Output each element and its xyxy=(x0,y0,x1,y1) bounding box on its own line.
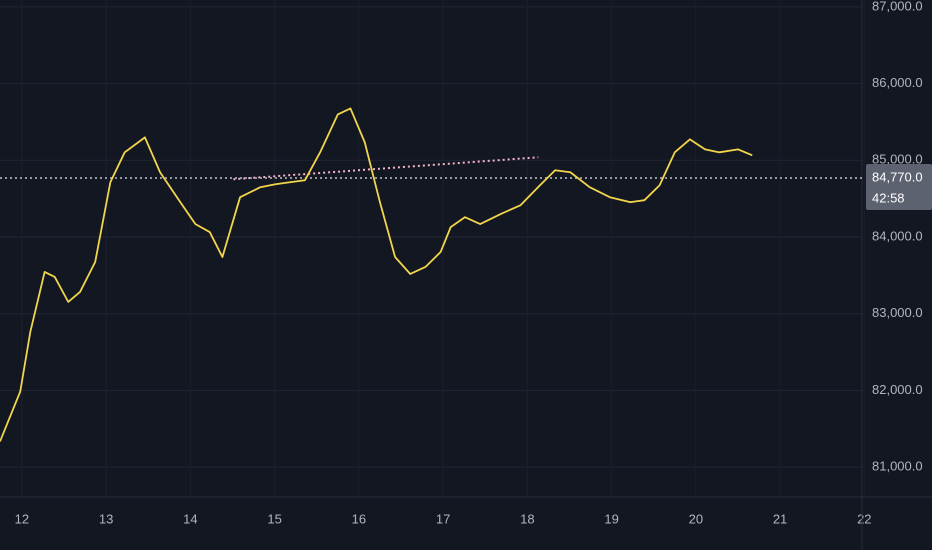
y-tick-label: 81,000.0 xyxy=(872,459,923,474)
x-tick-label: 16 xyxy=(352,511,366,526)
x-tick-label: 18 xyxy=(520,511,534,526)
y-tick-label: 83,000.0 xyxy=(872,305,923,320)
y-tick-label: 85,000.0 xyxy=(872,152,923,167)
x-tick-label: 17 xyxy=(436,511,450,526)
countdown-label: 42:58 xyxy=(872,190,905,205)
x-tick-label: 15 xyxy=(267,511,281,526)
x-tick-label: 19 xyxy=(604,511,618,526)
y-tick-label: 87,000.0 xyxy=(872,0,923,13)
trend-line xyxy=(233,156,539,181)
x-tick-label: 22 xyxy=(857,511,871,526)
x-tick-label: 13 xyxy=(99,511,113,526)
y-tick-label: 82,000.0 xyxy=(872,382,923,397)
y-tick-label: 84,000.0 xyxy=(872,228,923,243)
x-tick-label: 12 xyxy=(15,511,29,526)
y-tick-label: 86,000.0 xyxy=(872,75,923,90)
price-line xyxy=(0,107,753,442)
x-tick-label: 20 xyxy=(689,511,703,526)
price-badge xyxy=(866,163,932,210)
x-tick-label: 21 xyxy=(773,511,787,526)
last-price-label: 84,770.0 xyxy=(872,169,923,184)
x-tick-label: 14 xyxy=(183,511,197,526)
